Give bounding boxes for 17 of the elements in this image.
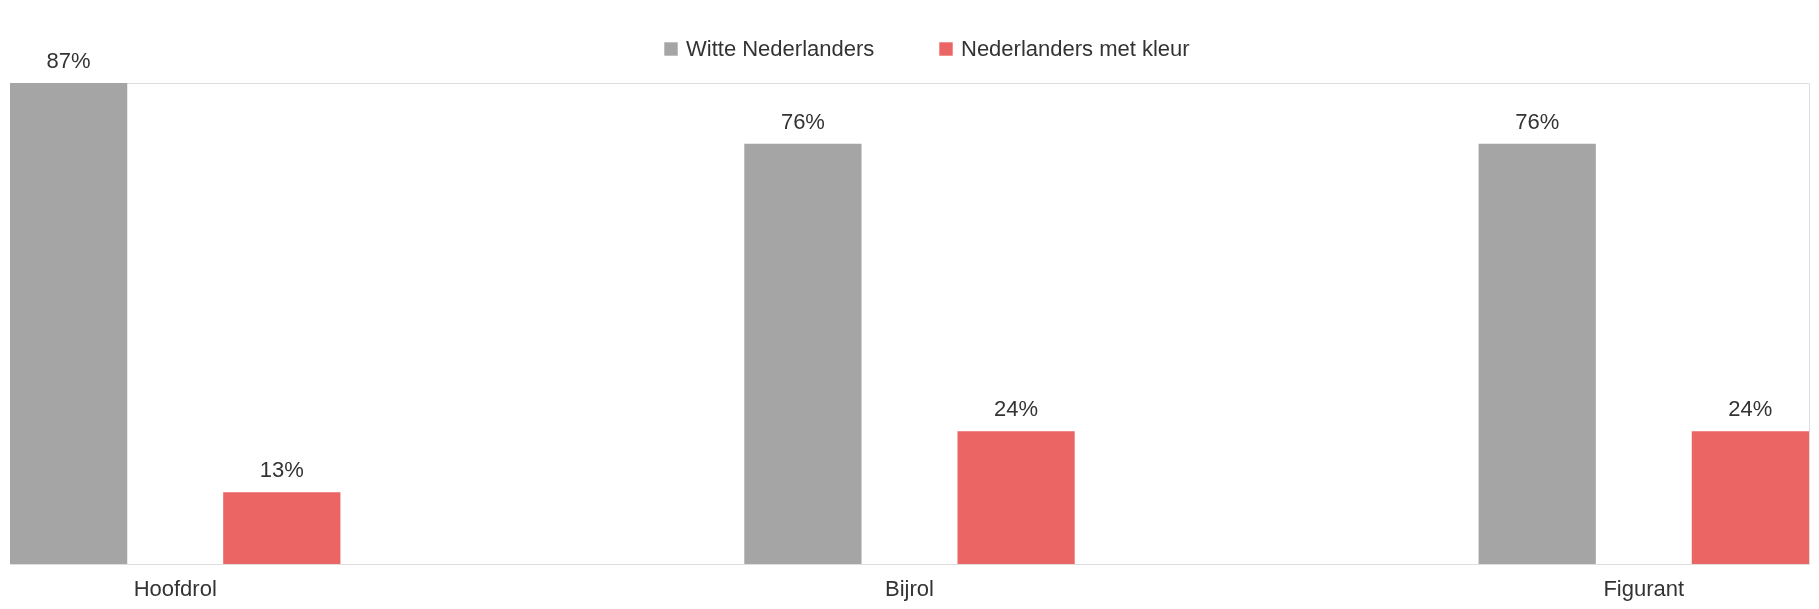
bar: [10, 83, 128, 564]
bar: [1478, 143, 1596, 564]
bar: [223, 492, 341, 564]
bar: [957, 431, 1075, 564]
data-label: 76%: [1515, 108, 1560, 134]
data-label: 76%: [780, 108, 825, 134]
bar: [744, 143, 862, 564]
x-tick-label: Figurant: [1603, 575, 1685, 601]
data-label: 24%: [1728, 396, 1773, 422]
legend-label: Witte Nederlanders: [686, 36, 875, 61]
data-label: 87%: [46, 48, 91, 73]
bar: [1691, 431, 1809, 564]
data-label: 13%: [259, 457, 304, 483]
x-tick-label: Bijrol: [885, 575, 934, 601]
legend-label: Nederlanders met kleur: [961, 36, 1190, 61]
data-label: 24%: [994, 396, 1039, 422]
x-tick-label: Hoofdrol: [133, 575, 217, 601]
